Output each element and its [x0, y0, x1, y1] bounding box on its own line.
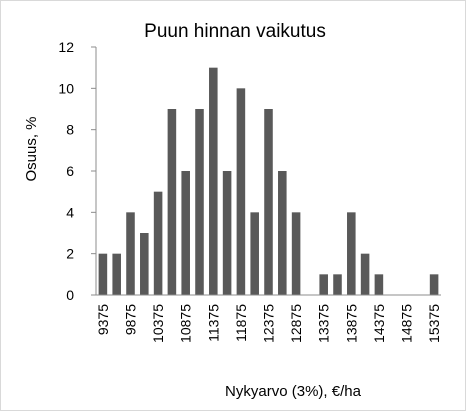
- x-tick-label: 13875: [343, 304, 359, 343]
- bar-9625: [112, 253, 121, 295]
- x-tick-label: 9375: [95, 304, 111, 335]
- y-tick-label: 10: [58, 80, 74, 96]
- x-tick-label: 14375: [371, 304, 387, 343]
- bar-14125: [360, 253, 370, 295]
- x-tick-label: 10375: [150, 304, 166, 343]
- bar-13375: [319, 274, 328, 295]
- bar-series: [98, 67, 439, 295]
- bar-10375: [153, 191, 163, 295]
- bar-10875: [181, 171, 190, 295]
- y-tick-label: 0: [66, 287, 74, 303]
- x-tick-label: 11375: [205, 304, 221, 342]
- y-tick-label: 12: [58, 39, 74, 55]
- y-axis-label: Osuus, %: [23, 116, 40, 181]
- bar-12375: [264, 109, 273, 295]
- bar-11875: [236, 88, 246, 295]
- x-axis: 9375 9875 10375 10875 11375 11875 12375 12875 13…: [95, 294, 442, 343]
- bar-11375: [209, 67, 218, 295]
- y-tick-label: 6: [66, 163, 74, 179]
- bar-15375: [429, 274, 439, 295]
- y-tick-label: 2: [66, 246, 74, 262]
- bar-12625: [278, 171, 287, 295]
- bar-9875: [126, 212, 135, 295]
- bar-13625: [333, 274, 342, 295]
- bar-11625: [222, 171, 232, 295]
- x-tick-label: 10875: [178, 304, 194, 343]
- x-tick-label: 11875: [233, 304, 249, 342]
- x-tick-label: 12375: [261, 304, 277, 343]
- bar-10625: [167, 109, 177, 295]
- bar-10125: [140, 233, 149, 295]
- bar-14375: [374, 274, 384, 295]
- bar-12125: [250, 212, 259, 295]
- x-axis-label: Nykyarvo (3%), €/ha: [225, 383, 362, 400]
- x-tick-label: 14875: [399, 304, 415, 343]
- y-tick-label: 8: [66, 122, 74, 138]
- bar-9375: [98, 253, 108, 295]
- bar-12875: [291, 212, 301, 295]
- x-tick-label: 12875: [288, 304, 304, 343]
- chart-title: Puun hinnan vaikutus: [144, 21, 326, 42]
- bar-11125: [195, 109, 204, 295]
- bar-13875: [347, 212, 356, 295]
- x-tick-label: 15375: [426, 304, 442, 343]
- y-axis: 0 2 4 6 8 10 12: [58, 39, 97, 303]
- x-tick-label: 13375: [316, 304, 332, 343]
- y-tick-label: 4: [66, 204, 74, 220]
- x-tick-label: 9875: [123, 304, 139, 335]
